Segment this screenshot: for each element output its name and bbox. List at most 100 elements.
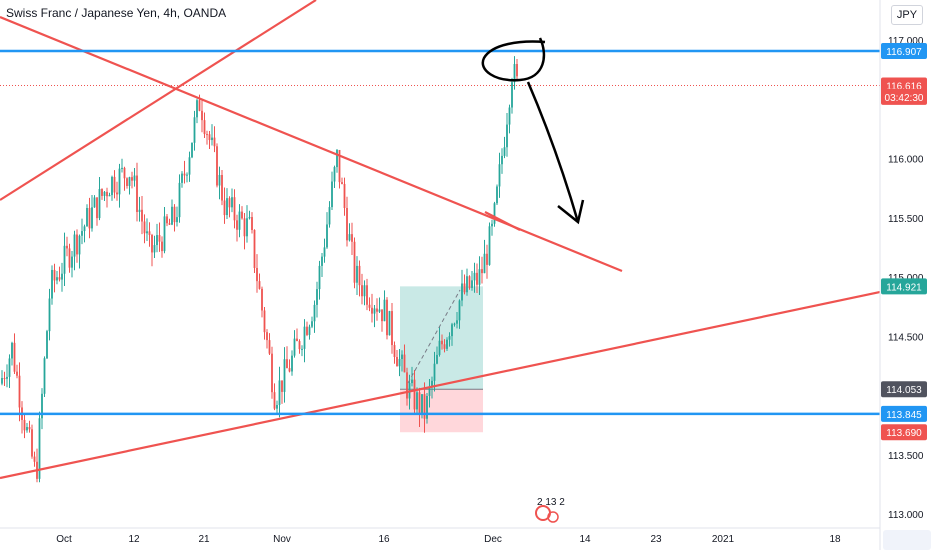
candle-body (176, 217, 178, 223)
candle-body (83, 226, 86, 232)
candle-body (73, 234, 76, 257)
price-label-bg (881, 88, 927, 105)
candle-body (406, 372, 408, 399)
candle-body (448, 336, 451, 340)
candle-body (456, 320, 458, 324)
candle-body (186, 174, 188, 176)
candle-body (381, 309, 383, 322)
candle-body (6, 376, 8, 379)
candle-body (266, 332, 268, 341)
candle-body (93, 197, 96, 208)
currency-button[interactable]: JPY (891, 5, 923, 25)
candle-body (113, 176, 116, 193)
y-tick-label: 113.500 (888, 451, 924, 462)
candle-body (316, 289, 318, 305)
candle-body (23, 419, 26, 431)
candle-body (148, 231, 151, 235)
x-tick-label: 18 (829, 534, 841, 545)
candle-body (191, 142, 193, 158)
candle-body (151, 234, 153, 253)
candle-body (498, 164, 501, 187)
candle-body (53, 269, 56, 281)
candle-body (333, 167, 336, 182)
candle-body (48, 298, 51, 332)
candle-body (221, 175, 223, 201)
chart-title: Swiss Franc / Japanese Yen, 4h, OANDA (6, 6, 227, 20)
candle-body (28, 427, 31, 430)
candle-body (373, 308, 376, 314)
candle-body (468, 276, 471, 288)
candle-body (331, 181, 333, 208)
candle-body (103, 191, 106, 196)
candle-body (383, 299, 386, 322)
candle-body (363, 285, 366, 297)
candle-body (136, 175, 138, 212)
arrow-head (557, 199, 585, 225)
candle-body (513, 64, 516, 83)
x-tick-label: Dec (484, 534, 502, 545)
candle-body (391, 311, 393, 346)
y-tick-label: 113.000 (888, 510, 924, 521)
x-tick-label: Nov (273, 534, 291, 545)
price-label: 114.053 (886, 385, 922, 396)
candle-body (346, 207, 348, 241)
candle-body (493, 203, 496, 224)
candle-body (96, 197, 98, 219)
candle-body (26, 427, 28, 431)
price-label-bg (881, 43, 927, 60)
candle-body (323, 247, 326, 257)
event-icon (547, 511, 559, 523)
candle-body (168, 223, 171, 225)
candle-body (348, 234, 351, 241)
candle-body (66, 245, 68, 249)
candle-body (503, 147, 506, 156)
price-label: 03:42:30 (885, 93, 924, 104)
loss-zone (400, 389, 483, 433)
candle-body (146, 231, 148, 234)
candle-body (86, 207, 88, 227)
candle-body (291, 355, 293, 372)
candle-body (273, 392, 276, 409)
candle-body (11, 342, 13, 359)
candle-body (38, 418, 41, 479)
candle-body (463, 283, 466, 293)
candle-body (243, 218, 246, 237)
candle-body (193, 117, 196, 143)
candle-body (313, 304, 316, 322)
price-label: 116.616 (886, 82, 922, 93)
candle-body (3, 378, 6, 380)
candle-body (453, 323, 456, 325)
x-tick-label: 16 (378, 534, 390, 545)
y-tick-label: 116.000 (888, 155, 924, 166)
position-projection (407, 289, 461, 384)
price-label: 116.907 (886, 47, 922, 58)
candle-body (198, 100, 201, 111)
candle-body (18, 375, 21, 408)
candle-body (416, 392, 418, 410)
candle-body (341, 182, 343, 184)
candle-body (121, 167, 123, 169)
candles (1, 56, 518, 483)
candle-body (403, 354, 406, 373)
candle-body (138, 209, 141, 212)
candle-body (326, 224, 328, 248)
candle-body (393, 345, 396, 358)
candle-body (423, 394, 426, 419)
candle-body (68, 248, 71, 268)
x-tick-label: 12 (128, 534, 140, 545)
candle-body (141, 209, 143, 222)
candle-body (428, 386, 431, 396)
candle-body (271, 353, 273, 393)
candle-body (1, 378, 3, 384)
candle-body (171, 206, 173, 225)
events-count: 2 13 2 (537, 497, 565, 508)
x-tick-label: 21 (198, 534, 210, 545)
candle-body (261, 288, 263, 311)
candle-body (128, 177, 131, 186)
candle-body (353, 241, 356, 283)
candle-body (253, 229, 256, 268)
candle-body (338, 149, 341, 183)
candle-body (111, 176, 113, 196)
scroll-to-realtime-button[interactable] (883, 530, 931, 550)
